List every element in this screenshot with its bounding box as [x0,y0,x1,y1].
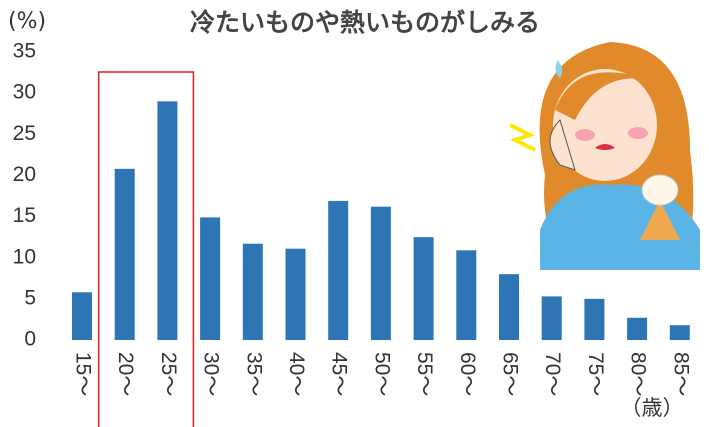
y-tick-label: 30 [13,81,36,104]
y-unit: (%) [8,9,46,34]
x-tick-label: 55～ [413,352,436,396]
x-tick-label: 65～ [498,352,521,396]
highlight-box [97,71,195,427]
x-tick-label: 45～ [328,352,351,396]
y-tick-label: 20 [13,163,36,186]
x-tick-label: 80～ [627,352,650,396]
bar [328,200,349,340]
x-tick-label: 30～ [200,352,223,396]
x-tick-label: 15～ [71,352,94,396]
bar [413,237,434,340]
x-tick-label: 40～ [285,352,308,396]
bar [499,274,519,340]
bar [456,250,477,340]
x-tick-label: 70～ [541,352,564,396]
illustration [509,42,700,270]
bar [669,325,690,340]
y-tick-label: 0 [24,328,36,351]
bar [627,317,648,340]
bar [72,292,92,340]
bar [584,298,605,340]
x-tick-label: 25～ [157,352,180,396]
chart-title: 冷たいものや熱いものがしみる [190,8,540,37]
x-tick-label: 50～ [370,352,393,396]
bar [200,217,221,340]
x-tick-label: 35～ [242,352,265,396]
bar [541,296,562,340]
x-tick-label: 75～ [584,352,607,396]
bar [157,101,178,340]
bar [114,168,135,340]
bar [370,206,391,340]
x-tick-label: 20～ [114,352,137,396]
y-tick-label: 25 [13,122,36,145]
x-tick-label: 85～ [669,352,692,396]
y-tick-label: 10 [13,245,36,268]
y-tick-label: 15 [13,204,36,227]
bar [242,243,263,340]
x-unit: （歳） [621,396,684,420]
y-tick-label: 35 [13,40,36,63]
bar [285,248,306,340]
x-tick-label: 60～ [456,352,479,396]
y-tick-label: 5 [24,286,36,309]
